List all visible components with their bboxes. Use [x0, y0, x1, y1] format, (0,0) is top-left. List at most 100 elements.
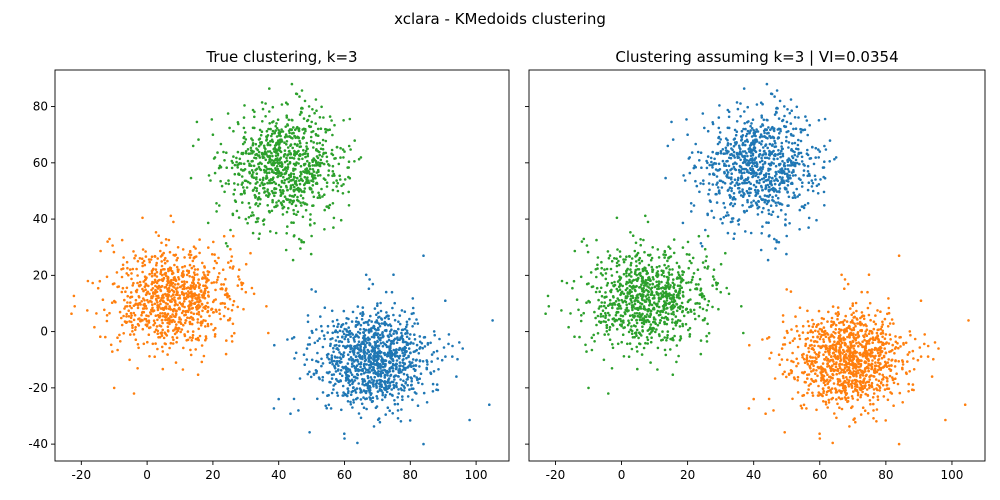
scatter-point: [348, 383, 352, 387]
scatter-point: [168, 322, 171, 326]
scatter-point: [765, 194, 769, 198]
scatter-point: [219, 165, 223, 169]
scatter-point: [647, 263, 651, 267]
scatter-point: [639, 274, 642, 278]
scatter-point: [718, 179, 722, 182]
scatter-point: [210, 322, 213, 326]
scatter-point: [327, 357, 331, 361]
scatter-point: [188, 320, 192, 324]
scatter-point: [251, 189, 255, 192]
scatter-point: [737, 168, 741, 172]
scatter-point: [206, 309, 210, 313]
scatter-point: [668, 287, 671, 291]
scatter-point: [752, 199, 755, 203]
scatter-point: [722, 201, 725, 205]
scatter-point: [718, 104, 721, 107]
scatter-point: [728, 156, 731, 160]
scatter-point: [335, 179, 338, 182]
scatter-point: [372, 333, 376, 337]
scatter-point: [132, 311, 136, 315]
scatter-point: [331, 362, 334, 366]
scatter-point: [194, 247, 197, 250]
scatter-point: [261, 152, 264, 156]
scatter-point: [635, 312, 639, 315]
scatter-point: [400, 383, 404, 387]
scatter-point: [132, 281, 135, 285]
scatter-point: [771, 210, 775, 214]
scatter-point: [297, 154, 301, 157]
scatter-point: [681, 246, 685, 249]
scatter-point: [252, 150, 255, 153]
scatter-point: [278, 164, 282, 168]
scatter-point: [145, 314, 148, 317]
scatter-point: [181, 248, 185, 251]
scatter-point: [716, 282, 720, 285]
scatter-point: [745, 189, 749, 193]
scatter-point: [393, 301, 397, 305]
scatter-point: [791, 142, 794, 145]
scatter-point: [430, 360, 434, 363]
scatter-point: [250, 286, 254, 290]
scatter-point: [134, 325, 137, 329]
scatter-point: [148, 292, 151, 296]
scatter-point: [696, 150, 700, 154]
scatter-point: [277, 199, 281, 203]
scatter-point: [653, 296, 656, 300]
scatter-point: [817, 156, 820, 159]
scatter-point: [681, 290, 685, 294]
scatter-point: [744, 127, 747, 131]
scatter-point: [811, 325, 814, 329]
scatter-point: [383, 395, 387, 399]
scatter-point: [324, 130, 328, 134]
scatter-point: [224, 352, 228, 356]
scatter-point: [726, 175, 729, 179]
scatter-point: [198, 251, 201, 255]
scatter-point: [429, 341, 432, 345]
scatter-point: [254, 182, 258, 185]
scatter-point: [281, 207, 285, 210]
scatter-point: [153, 292, 157, 295]
scatter-point: [619, 276, 623, 280]
scatter-point: [372, 326, 376, 330]
scatter-point: [757, 199, 760, 203]
scatter-point: [207, 246, 210, 249]
scatter-point: [373, 350, 377, 354]
scatter-point: [629, 261, 633, 265]
scatter-point: [178, 285, 182, 289]
scatter-point: [760, 143, 763, 146]
scatter-point: [747, 120, 750, 123]
scatter-point: [793, 153, 797, 157]
scatter-point: [132, 392, 136, 395]
scatter-point: [744, 230, 747, 233]
scatter-point: [426, 341, 430, 345]
scatter-point: [727, 164, 731, 168]
scatter-point: [254, 220, 258, 224]
scatter-point: [615, 310, 619, 314]
scatter-point: [743, 181, 747, 185]
scatter-point: [663, 263, 666, 267]
scatter-point: [723, 170, 726, 174]
scatter-point: [285, 114, 289, 117]
scatter-point: [639, 238, 642, 241]
scatter-point: [822, 340, 826, 344]
scatter-point: [198, 305, 202, 308]
scatter-point: [277, 397, 281, 401]
scatter-point: [400, 331, 403, 335]
scatter-point: [634, 260, 638, 263]
scatter-point: [164, 243, 168, 247]
scatter-point: [327, 169, 331, 172]
scatter-point: [289, 136, 293, 139]
scatter-point: [112, 386, 116, 390]
scatter-point: [264, 115, 267, 118]
scatter-point: [742, 127, 745, 131]
scatter-point: [383, 374, 387, 377]
scatter-point: [193, 273, 197, 277]
scatter-point: [323, 193, 326, 196]
scatter-point: [447, 333, 451, 336]
scatter-point: [242, 126, 246, 130]
scatter-point: [168, 299, 172, 302]
y-tick-label: -40: [28, 437, 48, 451]
scatter-point: [297, 409, 300, 412]
scatter-point: [262, 144, 266, 148]
scatter-point: [335, 318, 339, 322]
